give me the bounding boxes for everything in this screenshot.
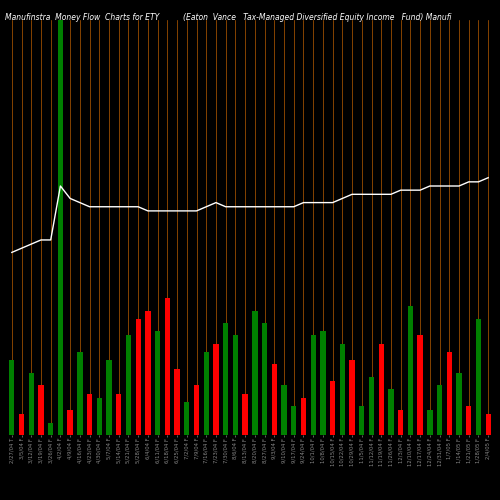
Bar <box>466 406 471 435</box>
Bar <box>242 394 248 435</box>
Bar <box>48 422 54 435</box>
Bar <box>486 414 491 435</box>
Bar <box>476 319 481 435</box>
Bar <box>145 310 150 435</box>
Bar <box>204 352 209 435</box>
Bar <box>437 385 442 435</box>
Bar <box>116 394 121 435</box>
Bar <box>320 331 326 435</box>
Bar <box>136 319 141 435</box>
Bar <box>174 368 180 435</box>
Bar <box>184 402 190 435</box>
Bar <box>446 352 452 435</box>
Bar <box>194 385 199 435</box>
Text: Manufinstra  Money Flow  Charts for ETY          (Eaton  Vance   Tax-Managed Div: Manufinstra Money Flow Charts for ETY (E… <box>5 12 452 22</box>
Bar <box>28 373 34 435</box>
Bar <box>272 364 277 435</box>
Bar <box>282 385 286 435</box>
Bar <box>155 331 160 435</box>
Bar <box>330 381 336 435</box>
Bar <box>340 344 345 435</box>
Bar <box>398 410 404 435</box>
Bar <box>418 336 423 435</box>
Bar <box>262 323 268 435</box>
Bar <box>106 360 112 435</box>
Bar <box>87 394 92 435</box>
Bar <box>359 406 364 435</box>
Bar <box>232 336 238 435</box>
Bar <box>408 306 413 435</box>
Bar <box>456 373 462 435</box>
Bar <box>350 360 355 435</box>
Bar <box>96 398 102 435</box>
Bar <box>388 390 394 435</box>
Bar <box>223 323 228 435</box>
Bar <box>310 336 316 435</box>
Bar <box>68 410 73 435</box>
Bar <box>19 414 24 435</box>
Bar <box>164 298 170 435</box>
Bar <box>301 398 306 435</box>
Bar <box>214 344 218 435</box>
Bar <box>378 344 384 435</box>
Bar <box>58 20 63 435</box>
Bar <box>126 336 131 435</box>
Bar <box>252 310 258 435</box>
Bar <box>38 385 44 435</box>
Bar <box>77 352 82 435</box>
Bar <box>369 377 374 435</box>
Bar <box>427 410 432 435</box>
Bar <box>291 406 296 435</box>
Bar <box>9 360 15 435</box>
